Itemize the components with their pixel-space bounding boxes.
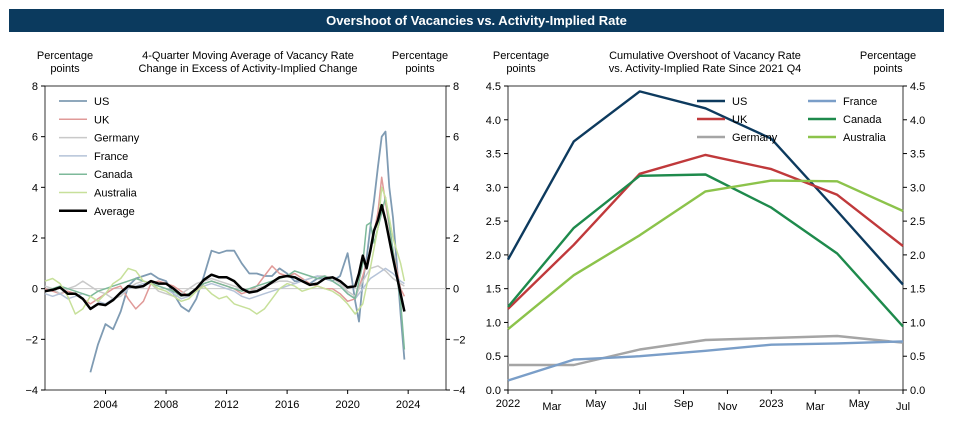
left-chart-ylabel-left: points (50, 63, 80, 75)
right-chart-xtick-label: Nov (718, 401, 738, 413)
right-chart-ylabel-right: Percentage (860, 50, 916, 62)
left-chart-title: Change in Excess of Activity-Implied Cha… (139, 63, 358, 75)
right-chart-xtick-label: Mar (542, 401, 561, 413)
left-chart-ylabel-right: points (405, 63, 435, 75)
banner-title: Overshoot of Vacancies vs. Activity-Impl… (9, 9, 944, 32)
left-chart-ytick-label-left: 4 (32, 182, 38, 194)
right-chart-ytick-label-right: 2.5 (910, 216, 925, 228)
right-chart-ytick-label-left: 1.5 (486, 284, 501, 296)
right-chart-series-germany (508, 334, 904, 367)
right-chart-ytick-label-left: 4.5 (486, 81, 501, 93)
right-chart-ytick-label-left: 0.0 (486, 385, 501, 397)
right-chart-series-australia (507, 179, 904, 331)
left-chart-ylabel-left: Percentage (37, 50, 93, 62)
right-chart-ylabel-left: Percentage (493, 50, 549, 62)
left-chart-ytick-label-right: −2 (453, 334, 466, 346)
left-chart-ytick-label-left: −4 (25, 385, 38, 397)
right-chart-ytick-label-left: 1.0 (486, 317, 501, 329)
left-chart-xtick-label: 2012 (214, 399, 238, 411)
right-chart-ytick-label-left: 4.0 (486, 115, 501, 127)
right-chart-title: Cumulative Overshoot of Vacancy Rate (609, 50, 801, 62)
left-chart-ytick-label-right: 4 (453, 182, 459, 194)
left-legend-label-average: Average (94, 206, 135, 218)
right-legend-label-us: US (732, 96, 747, 108)
right-chart-ytick-label-right: 0.5 (910, 351, 925, 363)
right-chart-xtick-label: May (585, 398, 606, 410)
right-chart-series-uk (507, 153, 904, 310)
right-legend-label-canada: Canada (843, 114, 882, 126)
left-legend-label-canada: Canada (94, 169, 133, 181)
left-chart-ytick-label-left: 6 (32, 132, 38, 144)
left-chart-ylabel-right: Percentage (392, 50, 448, 62)
right-chart-ytick-label-right: 2.0 (910, 250, 925, 262)
left-chart-ytick-label-right: 0 (453, 284, 459, 296)
left-chart-ytick-label-left: 2 (32, 233, 38, 245)
right-chart-series-france (507, 340, 904, 382)
left-chart-series-australia (44, 186, 406, 315)
right-chart-xtick-label: 2023 (759, 398, 783, 410)
left-chart-ytick-label-left: 8 (32, 81, 38, 93)
right-chart-ytick-label-right: 4.0 (910, 115, 925, 127)
left-chart-xtick-label: 2016 (275, 399, 299, 411)
right-legend-label-france: France (843, 96, 877, 108)
left-chart-ytick-label-right: 8 (453, 81, 459, 93)
right-chart-ylabel-right: points (873, 63, 903, 75)
right-chart-xtick-label: Mar (806, 401, 825, 413)
right-chart-ytick-label-right: 1.0 (910, 317, 925, 329)
left-legend-label-us: US (94, 96, 109, 108)
left-chart-ytick-label-left: −2 (25, 334, 38, 346)
right-chart-ytick-label-left: 0.5 (486, 351, 501, 363)
left-legend-label-france: France (94, 151, 128, 163)
left-chart-xtick-label: 2004 (93, 399, 117, 411)
right-chart-xtick-label: Jul (896, 401, 910, 413)
left-chart-xtick-label: 2008 (154, 399, 178, 411)
right-chart-ytick-label-right: 4.5 (910, 81, 925, 93)
right-chart-ytick-label-left: 3.5 (486, 149, 501, 161)
right-legend-label-germany: Germany (732, 132, 778, 144)
right-legend-label-australia: Australia (843, 132, 887, 144)
left-legend-label-uk: UK (94, 114, 110, 126)
right-chart-series-us (506, 90, 904, 286)
right-chart-xtick-label: Jul (633, 401, 647, 413)
right-chart-frame (507, 85, 904, 391)
left-chart-xtick-label: 2020 (335, 399, 359, 411)
left-chart-ytick-label-right: −4 (453, 385, 466, 397)
right-legend-label-uk: UK (732, 114, 748, 126)
left-chart-title: 4-Quarter Moving Average of Vacancy Rate (142, 50, 354, 62)
right-chart-ytick-label-left: 3.0 (486, 182, 501, 194)
left-legend-label-australia: Australia (94, 188, 138, 200)
right-chart-ytick-label-right: 0.0 (910, 385, 925, 397)
right-chart-ytick-label-right: 3.5 (910, 149, 925, 161)
left-legend-label-germany: Germany (94, 133, 140, 145)
right-chart-xtick-label: Sep (674, 398, 694, 410)
left-chart-series-us (89, 130, 406, 373)
right-chart-title: vs. Activity-Implied Rate Since 2021 Q4 (609, 63, 802, 75)
left-chart-xtick-label: 2024 (396, 399, 420, 411)
left-chart-series-canada (44, 196, 406, 350)
left-chart-ytick-label-right: 2 (453, 233, 459, 245)
right-chart-ytick-label-left: 2.5 (486, 216, 501, 228)
right-chart-xtick-label: May (849, 398, 870, 410)
left-chart-ytick-label-right: 6 (453, 132, 459, 144)
right-chart-series-canada (507, 173, 904, 328)
right-chart-ytick-label-right: 3.0 (910, 182, 925, 194)
left-chart-ytick-label-left: 0 (32, 284, 38, 296)
right-chart-ylabel-left: points (506, 63, 536, 75)
right-chart-xtick-label: 2022 (496, 398, 520, 410)
right-chart-ytick-label-left: 2.0 (486, 250, 501, 262)
right-chart-ytick-label-right: 1.5 (910, 284, 925, 296)
left-chart-series-average (44, 203, 406, 312)
